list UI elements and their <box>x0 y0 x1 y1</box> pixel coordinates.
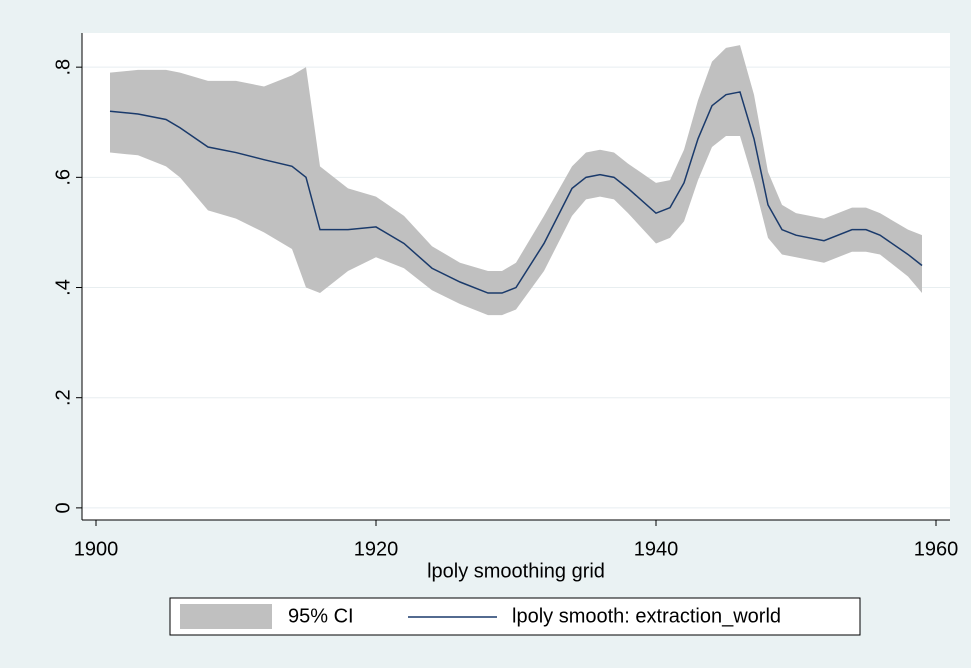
x-tick-label: 1920 <box>354 538 399 560</box>
x-tick-label: 1900 <box>74 538 119 560</box>
y-tick-label: .6 <box>52 169 74 186</box>
x-axis-label: lpoly smoothing grid <box>427 560 605 582</box>
y-tick-label: .8 <box>52 59 74 76</box>
y-tick-label: 0 <box>52 502 74 513</box>
line <box>109 91 923 294</box>
legend-label: 95% CI <box>288 605 354 627</box>
legend <box>169 597 861 636</box>
y-tick-label: .4 <box>52 279 74 296</box>
y-tick-label: .2 <box>52 389 74 406</box>
x-tick-label: 1940 <box>634 538 679 560</box>
legend-swatch <box>180 604 272 629</box>
ci-band <box>110 45 922 316</box>
legend-label: lpoly smooth: extraction_world <box>512 605 781 627</box>
x-tick-label: 1960 <box>914 538 959 560</box>
